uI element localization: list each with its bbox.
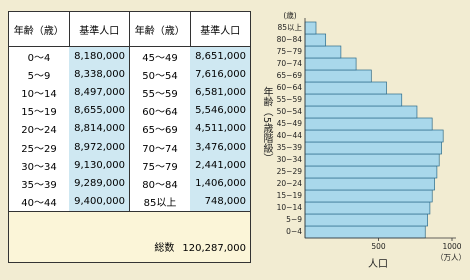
age-cell: 30〜34 — [8, 156, 69, 175]
y-tick-label: 45−49 — [277, 119, 303, 128]
bar — [304, 129, 444, 143]
y-tick-label: 0−4 — [286, 227, 302, 236]
age-cell: 10〜14 — [8, 83, 69, 102]
population-table: 年齢（歳） 基準人口 年齢（歳） 基準人口 0〜4 8,180,000 45〜49 8,651… — [8, 10, 251, 264]
population-cell: 748,000 — [190, 192, 251, 212]
population-cell: 5,546,000 — [190, 101, 251, 120]
bar — [304, 165, 438, 179]
y-tick-label: 20−24 — [277, 179, 303, 188]
y-tick-label: 25−29 — [277, 167, 303, 176]
y-tick-label: 40−44 — [277, 131, 303, 140]
age-cell: 75〜79 — [129, 156, 190, 175]
header-cell: 基準人口 — [68, 10, 130, 48]
y-tick-label: 80−84 — [277, 35, 303, 44]
table-row: 0〜4 8,180,000 45〜49 8,651,000 — [8, 46, 251, 66]
x-axis-label: 人口 — [368, 258, 388, 270]
population-cell: 7,616,000 — [190, 65, 251, 84]
bar — [304, 201, 431, 215]
table-row: 総数 120,287,000 — [8, 210, 251, 264]
y-tick-label: 65−69 — [277, 71, 303, 80]
total-value: 120,287,000 — [182, 243, 246, 254]
x-unit: （万人） — [436, 253, 466, 262]
header-cell: 年齢（歳） — [8, 10, 70, 48]
y-tick-label: 50−54 — [277, 107, 303, 116]
table-row: 年齢（歳） 基準人口 年齢（歳） 基準人口 — [8, 10, 251, 48]
age-cell: 40〜44 — [8, 192, 69, 212]
table-row: 5〜9 8,338,000 50〜54 7,616,000 — [8, 65, 251, 84]
chart: (歳) 年齢（5歳階級） 人口 （万人） 0−4 5−9 10−14 15−19 20−… — [261, 10, 466, 270]
age-cell: 60〜64 — [129, 101, 190, 120]
age-cell: 5〜9 — [8, 65, 69, 84]
y-tick-label: 15−19 — [277, 191, 303, 200]
header-cell: 基準人口 — [189, 10, 251, 48]
age-cell: 15〜19 — [8, 101, 69, 120]
y-tick-label: 85以上 — [277, 23, 302, 32]
age-cell: 85以上 — [129, 192, 190, 212]
population-cell: 8,180,000 — [69, 46, 130, 66]
y-unit: (歳) — [283, 10, 296, 20]
bar — [304, 69, 372, 83]
header-cell: 年齢（歳） — [129, 10, 191, 48]
bar — [304, 33, 327, 47]
bar — [304, 93, 403, 107]
y-tick-label: 75−79 — [277, 47, 303, 56]
total-label: 総数 — [154, 243, 175, 254]
population-cell: 1,406,000 — [190, 174, 251, 193]
bar — [304, 45, 342, 59]
bar — [304, 81, 387, 95]
bar — [304, 189, 433, 203]
table-row: 40〜44 9,400,000 85以上 748,000 — [8, 192, 251, 212]
population-cell: 8,814,000 — [69, 119, 130, 138]
age-cell: 20〜24 — [8, 119, 69, 138]
population-cell: 9,400,000 — [69, 192, 130, 212]
y-tick-label: 10−14 — [277, 203, 303, 212]
population-cell: 6,581,000 — [190, 83, 251, 102]
bar — [304, 57, 357, 71]
bar — [304, 153, 440, 167]
age-cell: 25〜29 — [8, 137, 69, 157]
x-tick-label: 500 — [371, 242, 386, 251]
y-axis-label: 年齢（5歳階級） — [261, 86, 273, 164]
y-tick-label: 35−39 — [277, 143, 303, 152]
total-cell: 総数 120,287,000 — [8, 210, 251, 264]
table-row: 10〜14 8,497,000 55〜59 6,581,000 — [8, 83, 251, 102]
table-row: 35〜39 9,289,000 80〜84 1,406,000 — [8, 174, 251, 193]
table-row: 30〜34 9,130,000 75〜79 2,441,000 — [8, 156, 251, 175]
bar — [304, 105, 418, 119]
bar — [304, 213, 428, 227]
y-tick-label: 5−9 — [286, 215, 302, 224]
age-cell: 35〜39 — [8, 174, 69, 193]
y-tick-label: 60−64 — [277, 83, 303, 92]
bar — [304, 141, 442, 155]
population-cell: 3,476,000 — [190, 137, 251, 157]
population-cell: 8,497,000 — [69, 83, 130, 102]
age-cell: 0〜4 — [8, 46, 69, 66]
age-cell: 80〜84 — [129, 174, 190, 193]
table-row: 15〜19 8,655,000 60〜64 5,546,000 — [8, 101, 251, 120]
table-row: 20〜24 8,814,000 65〜69 4,511,000 — [8, 119, 251, 138]
population-cell: 2,441,000 — [190, 156, 251, 175]
age-cell: 65〜69 — [129, 119, 190, 138]
population-cell: 4,511,000 — [190, 119, 251, 138]
age-cell: 45〜49 — [129, 46, 190, 66]
age-cell: 70〜74 — [129, 137, 190, 157]
population-cell: 8,972,000 — [69, 137, 130, 157]
population-cell: 9,130,000 — [69, 156, 130, 175]
bar — [304, 177, 435, 191]
y-tick-label: 70−74 — [277, 59, 303, 68]
age-cell: 55〜59 — [129, 83, 190, 102]
population-cell: 8,338,000 — [69, 65, 130, 84]
bar — [304, 117, 433, 131]
bar — [304, 225, 426, 239]
age-cell: 50〜54 — [129, 65, 190, 84]
x-tick-label: 1000 — [442, 242, 461, 251]
table-row: 25〜29 8,972,000 70〜74 3,476,000 — [8, 137, 251, 157]
bar — [304, 21, 317, 35]
population-cell: 8,655,000 — [69, 101, 130, 120]
population-cell: 8,651,000 — [190, 46, 251, 66]
y-tick-label: 30−34 — [277, 155, 303, 164]
y-tick-label: 55−59 — [277, 95, 303, 104]
population-cell: 9,289,000 — [69, 174, 130, 193]
